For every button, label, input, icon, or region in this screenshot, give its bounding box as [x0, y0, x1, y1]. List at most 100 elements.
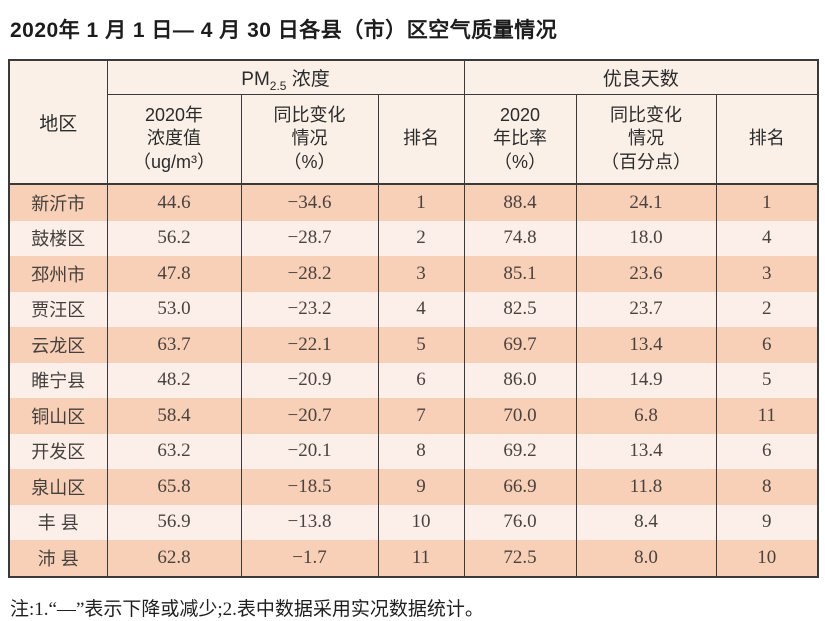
table-row: 鼓楼区 56.2 −28.7 2 74.8 18.0 4 [8, 220, 819, 256]
column-subheader-line: 排名 [403, 128, 440, 149]
data-cell: 8.0 [575, 540, 717, 577]
pm25-group-header: PM2.5 浓度 [106, 59, 465, 95]
region-cell: 丰 县 [8, 504, 108, 540]
data-cell: 11 [377, 540, 465, 577]
table-row: 邳州市 47.8 −28.2 3 85.1 23.6 3 [8, 256, 819, 292]
data-cell: −20.1 [240, 433, 379, 469]
data-cell: 66.9 [463, 469, 577, 505]
data-cell: 53.0 [106, 291, 242, 327]
data-cell: 23.7 [575, 291, 717, 327]
column-subheader-line: 2020年 [144, 104, 204, 125]
data-cell: 10 [377, 504, 465, 540]
column-subheader-4: 同比变化 情况 （百分点） [575, 94, 717, 185]
data-cell: 88.4 [463, 184, 577, 221]
data-cell: 8.4 [575, 504, 717, 540]
data-cell: 7 [377, 398, 465, 434]
data-cell: 8 [715, 469, 819, 505]
data-cell: 11.8 [575, 469, 717, 505]
region-cell: 泉山区 [8, 469, 108, 505]
region-cell: 开发区 [8, 433, 108, 469]
region-cell: 鼓楼区 [8, 220, 108, 256]
data-cell: 48.2 [106, 362, 242, 398]
data-cell: −28.7 [240, 220, 379, 256]
data-cell: 9 [377, 469, 465, 505]
column-subheader-line: 同比变化 [273, 104, 346, 125]
page-title: 2020年 1 月 1 日— 4 月 30 日各县（市）区空气质量情况 [10, 19, 558, 42]
data-cell: 76.0 [463, 504, 577, 540]
data-cell: 56.2 [106, 220, 242, 256]
data-cell: 6 [377, 362, 465, 398]
data-cell: 69.2 [463, 433, 577, 469]
region-cell: 新沂市 [8, 184, 108, 221]
table-body: 新沂市 44.6 −34.6 1 88.4 24.1 1 鼓楼区 56.2 −28.7 2 74.8 1… [8, 184, 819, 577]
data-cell: 8 [377, 433, 465, 469]
group-header-row: 地区 PM2.5 浓度 优良天数 [8, 59, 819, 185]
data-cell: −23.2 [240, 291, 379, 327]
column-subheader-line: 年比率 [493, 128, 548, 149]
data-cell: −28.2 [240, 256, 379, 292]
data-cell: 4 [715, 220, 819, 256]
data-cell: 69.7 [463, 327, 577, 363]
data-cell: −22.1 [240, 327, 379, 363]
data-cell: −18.5 [240, 469, 379, 505]
column-subheader-line: 同比变化 [610, 104, 683, 125]
data-cell: 6.8 [575, 398, 717, 434]
table-row: 云龙区 63.7 −22.1 5 69.7 13.4 6 [8, 327, 819, 363]
data-cell: 13.4 [575, 327, 717, 363]
data-cell: 3 [715, 256, 819, 292]
region-cell: 铜山区 [8, 398, 108, 434]
table-row: 丰 县 56.9 −13.8 10 76.0 8.4 9 [8, 504, 819, 540]
region-column-header: 地区 [8, 59, 108, 185]
data-cell: −13.8 [240, 504, 379, 540]
data-cell: 65.8 [106, 469, 242, 505]
pm25-label-prefix: PM [241, 69, 270, 90]
region-cell: 云龙区 [8, 327, 108, 363]
data-cell: 63.2 [106, 433, 242, 469]
column-subheader-1: 同比变化情况 （%） [240, 94, 379, 185]
data-cell: 70.0 [463, 398, 577, 434]
data-cell: 13.4 [575, 433, 717, 469]
column-subheader-line: 浓度值 [147, 128, 201, 149]
data-cell: 74.8 [463, 220, 577, 256]
data-cell: 72.5 [463, 540, 577, 577]
column-subheader-2: 排名 [377, 94, 465, 185]
data-cell: 82.5 [463, 291, 577, 327]
data-cell: 2 [715, 291, 819, 327]
column-subheader-line: 情况 [291, 128, 328, 149]
data-cell: 3 [377, 256, 465, 292]
data-cell: 63.7 [106, 327, 242, 363]
column-subheader-3: 2020 年比率 （%） [463, 94, 577, 185]
table-header: 地区 PM2.5 浓度 优良天数 2020年 浓度值 （ug/m³） 同比变化 情况 （%… [8, 59, 819, 185]
data-cell: 5 [377, 327, 465, 363]
data-cell: −20.9 [240, 362, 379, 398]
column-subheader-5: 排名 [715, 94, 819, 185]
good-days-group-header: 优良天数 [463, 59, 819, 95]
data-cell: 1 [377, 184, 465, 221]
footnote: 注:1.“—”表示下降或减少;2.表中数据采用实况数据统计。 [10, 598, 484, 620]
data-cell: −34.6 [240, 184, 379, 221]
data-cell: 6 [715, 327, 819, 363]
subheader-row: 2020年 浓度值 （ug/m³） 同比变化 情况 （%） 排名 2020 年比率 （%） 同比变化… [9, 94, 819, 185]
data-cell: 56.9 [106, 504, 242, 540]
data-cell: 14.9 [575, 362, 717, 398]
data-cell: 24.1 [575, 184, 717, 221]
data-cell: 23.6 [575, 256, 717, 292]
column-subheader-line: （%） [283, 151, 336, 172]
data-cell: 1 [715, 184, 819, 221]
data-cell: 10 [715, 540, 819, 577]
data-cell: −20.7 [240, 398, 379, 434]
data-cell: −1.7 [240, 540, 379, 577]
data-cell: 9 [715, 504, 819, 540]
column-subheader-0: 2020年 浓度值 （ug/m³） [106, 94, 242, 185]
column-subheader-line: 排名 [748, 128, 785, 149]
column-subheader-line: 2020 [500, 104, 541, 125]
region-cell: 睢宁县 [8, 362, 108, 398]
region-cell: 沛 县 [8, 540, 108, 577]
data-cell: 58.4 [106, 398, 242, 434]
data-cell: 11 [715, 398, 819, 434]
table-row: 贾汪区 53.0 −23.2 4 82.5 23.7 2 [8, 291, 819, 327]
table-row: 泉山区 65.8 −18.5 9 66.9 11.8 8 [8, 469, 819, 505]
data-cell: 4 [377, 291, 465, 327]
data-cell: 6 [715, 433, 819, 469]
data-cell: 18.0 [575, 220, 717, 256]
